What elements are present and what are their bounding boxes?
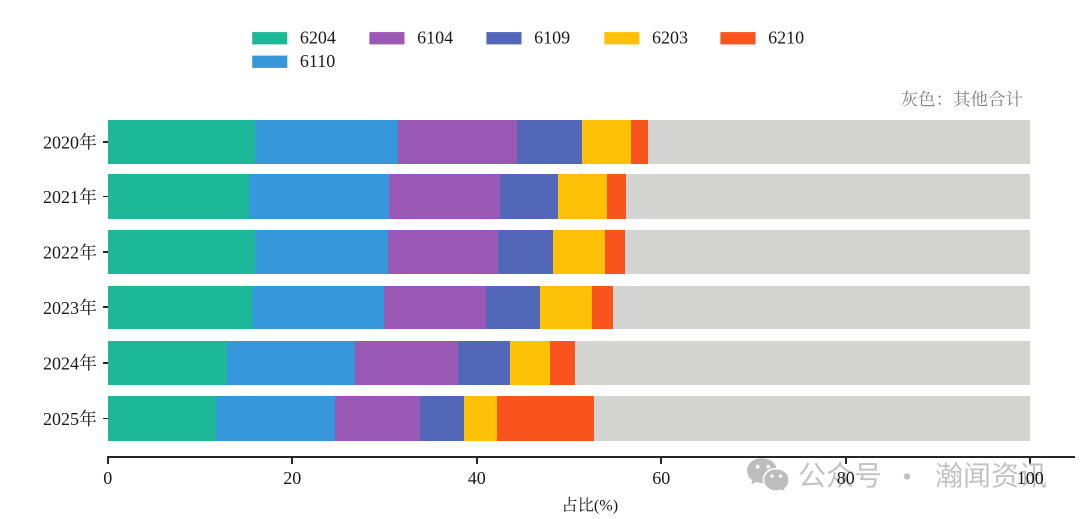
- svg-text:6204: 6204: [300, 28, 336, 48]
- svg-text:6110: 6110: [300, 51, 335, 71]
- svg-text:2021: 2021: [43, 187, 79, 207]
- svg-text:2024: 2024: [43, 353, 79, 373]
- svg-text:6109: 6109: [534, 28, 570, 48]
- svg-text:2022: 2022: [43, 243, 79, 263]
- svg-text:2020: 2020: [43, 132, 79, 152]
- svg-text:40: 40: [468, 468, 486, 488]
- svg-text:60: 60: [652, 468, 670, 488]
- svg-text:80: 80: [837, 468, 855, 488]
- svg-text:2025: 2025: [43, 409, 79, 429]
- svg-text:100: 100: [1017, 468, 1044, 488]
- svg-text:6104: 6104: [417, 28, 453, 48]
- svg-text:(%): (%): [594, 497, 618, 515]
- svg-text:0: 0: [103, 468, 112, 488]
- svg-text:20: 20: [283, 468, 301, 488]
- svg-text:2023: 2023: [43, 298, 79, 318]
- svg-text:6203: 6203: [652, 28, 688, 48]
- svg-text:6210: 6210: [768, 28, 804, 48]
